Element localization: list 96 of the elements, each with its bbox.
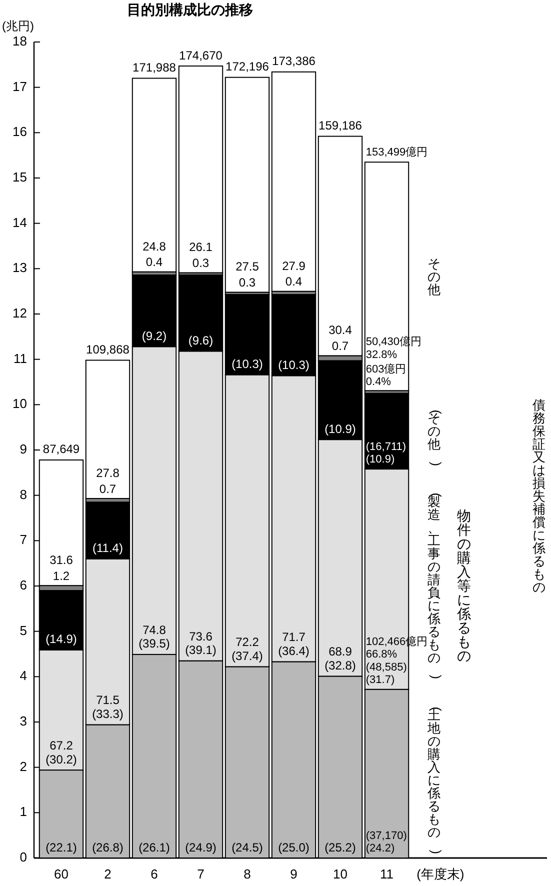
annotation: (24.9) (185, 840, 216, 854)
annotation: (10.9) (324, 422, 356, 436)
y-tick-label: 18 (12, 33, 27, 48)
y-tick-label: 0 (20, 849, 27, 864)
y-tick-label: 17 (12, 78, 27, 94)
chart-title: 目的別構成比の推移 (127, 2, 253, 18)
annotation: (39.1) (185, 643, 216, 658)
y-tick-label: 7 (20, 532, 27, 548)
bar (178, 66, 224, 274)
annotation: 27.5 (236, 260, 260, 274)
annotation: 0.4 (285, 274, 302, 289)
y-tick-label: 13 (12, 260, 27, 276)
annotation: 0.3 (238, 276, 256, 290)
annotation: 109,868 (86, 342, 130, 357)
y-tick-label: 11 (14, 350, 27, 366)
y-tick-label: 2 (20, 758, 27, 774)
annotation: 0.7 (99, 482, 116, 496)
annotation: 0.4 (146, 255, 163, 270)
x-axis-title: (年度末) (416, 866, 464, 882)
annotation: (22.1) (46, 840, 77, 854)
annotation: (26.8) (92, 840, 124, 854)
y-tick-label: 10 (12, 396, 27, 412)
bar (224, 76, 270, 293)
annotation: (10.3) (232, 357, 263, 372)
bar (271, 71, 316, 292)
annotation: (10.3) (278, 358, 310, 372)
annotation: (33.3) (92, 706, 124, 721)
annotation: 71.5 (96, 693, 120, 708)
annotation: 159,186 (318, 118, 362, 133)
x-tick-label: 8 (244, 866, 251, 882)
annotation: 71.7 (282, 630, 306, 644)
x-tick-label: 11 (380, 866, 394, 882)
y-tick-label: 4 (20, 668, 27, 684)
x-tick-label: 9 (290, 866, 298, 882)
y-tick-label: 3 (20, 713, 27, 728)
annotation: 74.8 (142, 622, 166, 637)
annotation: (16,711) (10.9) (366, 440, 406, 466)
annotation: (32.8) (324, 658, 356, 672)
x-tick-label: 6 (150, 866, 158, 882)
annotation: (9.2) (142, 328, 167, 343)
annotation: 603億円 0.4% (366, 362, 406, 388)
annotation: (37,170) (24.2) (366, 830, 407, 855)
annotation: 27.8 (96, 466, 120, 480)
annotation: 67.2 (50, 738, 74, 753)
annotation: 153,499億円 (366, 146, 428, 159)
annotation: 0.7 (332, 338, 349, 353)
annotation: 174,670 (179, 48, 223, 62)
annotation: 72.2 (236, 635, 260, 650)
series-label: その他 (428, 256, 440, 297)
annotation: 171,988 (132, 60, 176, 75)
annotation: (26.1) (138, 840, 170, 854)
annotation: 0.3 (192, 256, 210, 270)
annotation: (14.9) (46, 632, 77, 646)
annotation: 172,196 (226, 60, 270, 74)
annotation: 87,649 (42, 442, 80, 456)
annotation: (30.2) (46, 752, 77, 766)
text: 物件の購入等に係るもの (457, 508, 471, 664)
annotation: 30.4 (328, 323, 352, 338)
y-tick-label: 5 (20, 622, 27, 638)
annotation: (25.2) (324, 840, 356, 854)
y-tick-label: 6 (20, 577, 27, 592)
annotation: 1.2 (52, 568, 70, 583)
y-tick-label: 9 (20, 441, 27, 456)
x-tick-label: 10 (333, 866, 348, 882)
annotation: 31.6 (50, 553, 74, 568)
text: 債務保証又は損失補償に係るもの (532, 398, 546, 595)
text: (土地の購入に係るもの) (428, 706, 444, 854)
annotation: 173,386 (272, 54, 316, 68)
x-tick-label: 7 (197, 866, 204, 882)
text: (製造、工事の請負に係るもの) (428, 492, 444, 680)
annotation: 27.9 (282, 258, 306, 273)
x-tick-label: 60 (54, 866, 68, 882)
bar (132, 78, 177, 272)
y-axis-title: (兆円) (2, 19, 34, 34)
annotation: (9.6) (188, 333, 214, 348)
annotation: 24.8 (142, 239, 166, 254)
x-tick-label: 2 (104, 866, 112, 882)
annotation: (36.4) (278, 644, 310, 658)
y-tick-label: 15 (12, 169, 27, 184)
annotation: 68.9 (328, 644, 352, 659)
y-tick-label: 8 (20, 486, 27, 502)
bar (364, 162, 410, 392)
y-tick-label: 14 (12, 214, 27, 230)
annotation: (24.5) (232, 840, 263, 854)
annotation: 73.6 (189, 629, 213, 644)
annotation: (48,585) (31.7) (366, 661, 407, 686)
bar (85, 360, 130, 500)
annotation: (37.4) (232, 648, 263, 663)
y-tick-label: 12 (12, 305, 27, 320)
annotation: (11.4) (92, 541, 123, 556)
y-tick-label: 1 (20, 804, 27, 820)
y-tick-label: 16 (12, 124, 27, 140)
series-label: (その他) (428, 410, 444, 466)
annotation: (39.5) (138, 636, 170, 651)
annotation: 26.1 (189, 240, 213, 254)
annotation: (25.0) (278, 840, 310, 854)
